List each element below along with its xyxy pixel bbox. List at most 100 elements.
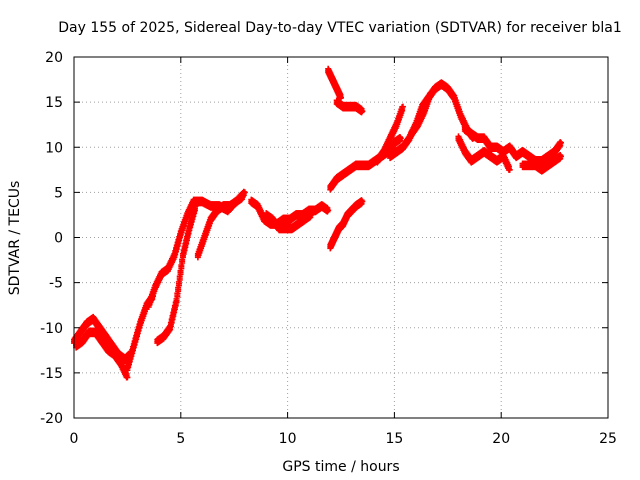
data-point (241, 189, 248, 196)
data-point (399, 103, 406, 110)
data-point (506, 166, 513, 173)
data-point (132, 338, 139, 345)
series-track-11 (333, 97, 366, 116)
data-point (558, 139, 565, 146)
data-point (185, 230, 192, 237)
data-point (171, 306, 178, 313)
data-point (127, 355, 134, 362)
data-point (126, 358, 133, 365)
data-point (181, 247, 188, 254)
series-track-15 (408, 90, 434, 139)
data-point (190, 213, 197, 220)
x-axis-label: GPS time / hours (282, 459, 399, 475)
data-point (171, 309, 178, 316)
x-tick-label: 5 (176, 431, 185, 447)
data-point (126, 361, 133, 368)
data-point (167, 323, 174, 330)
series-track-2 (73, 327, 131, 381)
data-point (239, 193, 246, 200)
y-tick-label: 15 (45, 95, 63, 111)
axis-ticks (73, 56, 609, 419)
series-track-6 (194, 192, 246, 261)
data-point (136, 324, 143, 331)
data-point (134, 330, 141, 337)
data-point (308, 211, 315, 218)
data-point (134, 333, 141, 340)
data-point (176, 276, 183, 283)
data-point (174, 293, 181, 300)
data-point (558, 153, 565, 160)
data-point (184, 234, 191, 241)
series-track-10 (325, 65, 344, 102)
data-point (556, 143, 563, 150)
data-point (186, 227, 193, 234)
data-point (187, 224, 194, 231)
data-point (426, 94, 433, 101)
data-point (171, 254, 178, 261)
data-point (183, 240, 190, 247)
chart-title: Day 155 of 2025, Sidereal Day-to-day VTE… (58, 20, 621, 36)
y-tick-label: -15 (40, 366, 63, 382)
x-tick-label: 10 (279, 431, 297, 447)
data-point (177, 271, 184, 278)
y-tick-label: -10 (40, 321, 63, 337)
data-point (182, 244, 189, 251)
data-point (176, 237, 183, 244)
data-point (183, 237, 190, 244)
y-tick-label: 0 (54, 231, 63, 247)
x-tick-label: 20 (492, 431, 510, 447)
data-point (172, 248, 179, 255)
series-track-13 (374, 103, 406, 166)
series-track-17 (455, 133, 513, 173)
data-point (325, 207, 332, 214)
data-point (338, 94, 344, 101)
data-point (173, 299, 180, 306)
data-point (359, 108, 366, 115)
data-point (166, 327, 173, 334)
data-point (427, 90, 434, 97)
data-point (187, 221, 194, 228)
data-point (174, 243, 181, 250)
data-marks (71, 65, 565, 381)
data-point (191, 210, 198, 217)
data-point (359, 198, 366, 205)
y-tick-label: -20 (40, 411, 63, 427)
data-point (173, 245, 180, 252)
series-track-9 (327, 197, 366, 252)
data-point (192, 202, 199, 209)
data-point (180, 250, 187, 257)
series-track-12 (327, 133, 404, 193)
data-point (124, 367, 131, 374)
x-tick-label: 25 (599, 431, 617, 447)
data-point (169, 316, 176, 323)
data-point (130, 344, 137, 351)
data-point (175, 288, 182, 295)
y-tick-label: -5 (49, 276, 63, 292)
y-tick-label: 5 (54, 185, 63, 201)
data-point (399, 107, 406, 114)
data-point (191, 207, 198, 214)
data-point (397, 135, 404, 142)
data-point (128, 353, 135, 360)
data-point (135, 327, 142, 334)
data-point (133, 336, 140, 343)
data-point (130, 347, 137, 354)
data-point (189, 215, 196, 222)
data-point (172, 251, 179, 258)
data-point (168, 319, 175, 326)
data-point (172, 302, 179, 309)
x-tick-label: 15 (385, 431, 403, 447)
y-axis-label: SDTVAR / TECUs (7, 181, 23, 296)
data-point (175, 240, 182, 247)
data-point (176, 234, 183, 241)
data-point (179, 259, 186, 266)
data-point (131, 341, 138, 348)
data-point (179, 254, 186, 261)
data-point (188, 218, 195, 225)
data-point (175, 282, 182, 289)
data-point (557, 142, 564, 149)
data-point (129, 350, 136, 357)
series-track-18 (519, 152, 565, 175)
data-point (170, 313, 177, 320)
